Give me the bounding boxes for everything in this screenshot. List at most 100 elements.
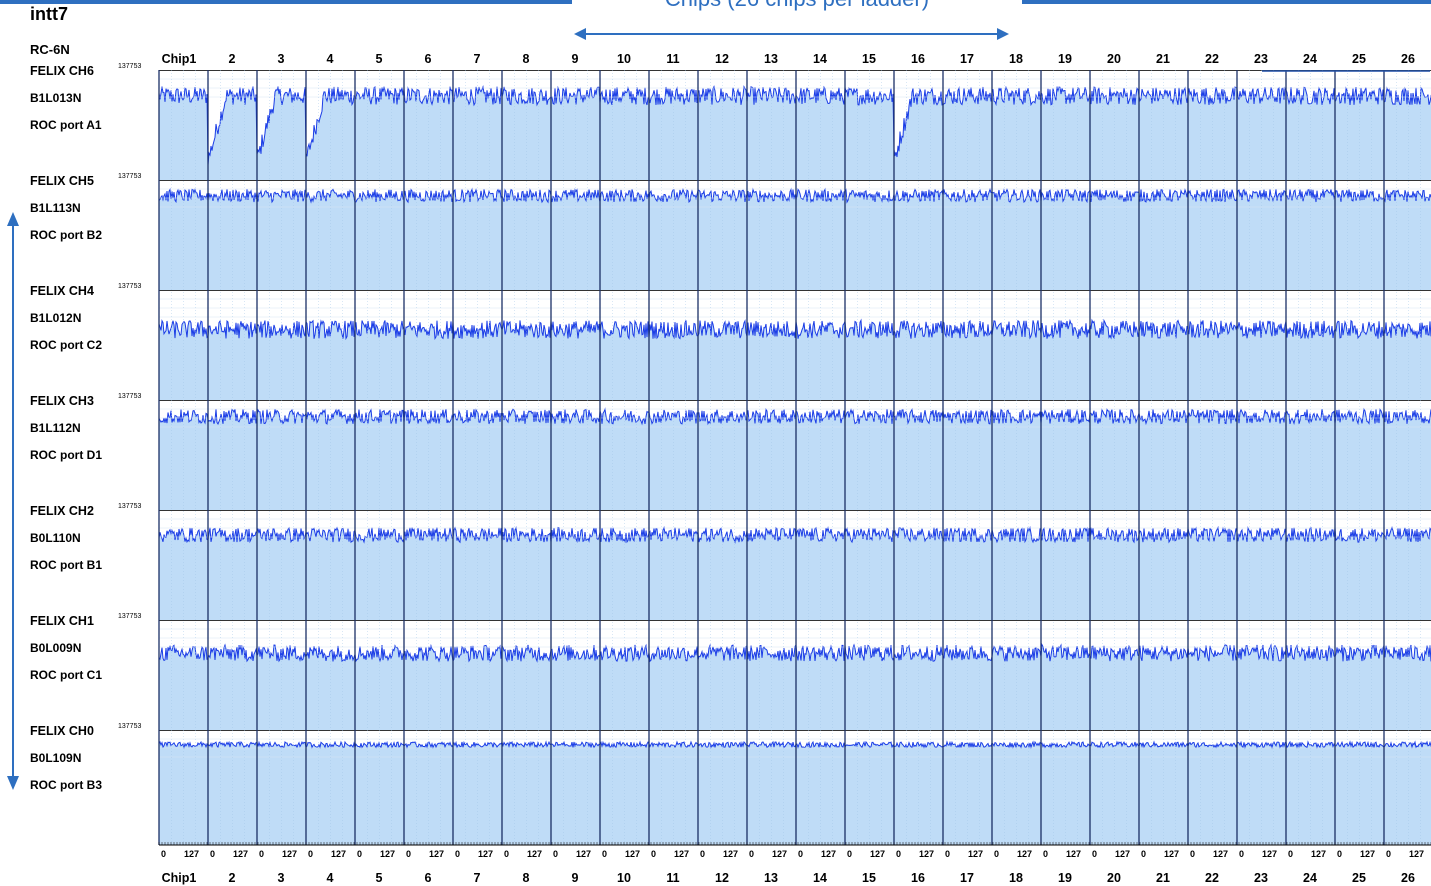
chip-header-top: 8 <box>523 52 530 66</box>
chip-header-bottom: 22 <box>1205 871 1219 885</box>
y-max-label: 137753 <box>118 173 142 180</box>
chip-header-bottom: 2 <box>229 871 236 885</box>
chip-header-bottom: 20 <box>1107 871 1121 885</box>
x-tick-label: 0 <box>651 849 656 859</box>
row-label-3: FELIX CH3 B1L112N ROC port D1 <box>30 394 102 475</box>
y-max-label: 137753 <box>118 393 142 400</box>
x-tick-label: 127 <box>968 849 983 859</box>
row-felix-label: FELIX CH2 <box>30 504 94 518</box>
y-max-label: 137753 <box>118 613 142 620</box>
row-label-1: FELIX CH5 B1L113N ROC port B2 <box>30 174 102 255</box>
row-felix-label: FELIX CH1 <box>30 614 94 628</box>
chip-header-top: 16 <box>911 52 925 66</box>
row-label-4: FELIX CH2 B0L110N ROC port B1 <box>30 504 102 585</box>
x-tick-label: 127 <box>1164 849 1179 859</box>
row-felix-label: FELIX CH4 <box>30 284 94 298</box>
x-tick-label: 127 <box>1360 849 1375 859</box>
row-ladder-label: B1L113N <box>30 201 81 215</box>
x-tick-label: 127 <box>1409 849 1424 859</box>
chip-header-bottom: 4 <box>327 871 334 885</box>
x-tick-label: 127 <box>331 849 346 859</box>
row-label-5: FELIX CH1 B0L009N ROC port C1 <box>30 614 102 695</box>
row-felix-label: FELIX CH3 <box>30 394 94 408</box>
x-tick-label: 127 <box>184 849 199 859</box>
row-ladder-label: B0L110N <box>30 531 81 545</box>
chip-header-bottom: 25 <box>1352 871 1366 885</box>
chip-header-bottom: 18 <box>1009 871 1023 885</box>
row-ladder-label: B1L012N <box>30 311 82 325</box>
x-tick-label: 0 <box>308 849 313 859</box>
x-tick-label: 0 <box>602 849 607 859</box>
x-tick-label: 0 <box>749 849 754 859</box>
x-tick-label: 127 <box>772 849 787 859</box>
x-tick-label: 127 <box>429 849 444 859</box>
x-tick-label: 0 <box>406 849 411 859</box>
vertical-arrow-top-head <box>7 212 19 226</box>
panel-white-area-0 <box>159 70 1431 165</box>
row-label-2: FELIX CH4 B1L012N ROC port C2 <box>30 284 102 365</box>
chip-header-bottom: 10 <box>617 871 631 885</box>
x-tick-label: 0 <box>700 849 705 859</box>
row-label-0: FELIX CH6 B1L013N ROC port A1 <box>30 64 102 145</box>
x-tick-label: 127 <box>527 849 542 859</box>
x-tick-label: 127 <box>1017 849 1032 859</box>
x-tick-label: 127 <box>1066 849 1081 859</box>
x-tick-label: 0 <box>504 849 509 859</box>
x-tick-label: 0 <box>798 849 803 859</box>
x-tick-label: 127 <box>1115 849 1130 859</box>
x-tick-label: 0 <box>210 849 215 859</box>
y-max-label: 137753 <box>118 283 142 290</box>
x-tick-label: 0 <box>945 849 950 859</box>
x-tick-label: 0 <box>1386 849 1391 859</box>
chip-header-bottom: 11 <box>666 871 679 885</box>
x-tick-label: 127 <box>674 849 689 859</box>
chip-header-top: 21 <box>1156 52 1170 66</box>
x-tick-label: 127 <box>478 849 493 859</box>
chip-header-top: 24 <box>1303 52 1317 66</box>
x-tick-label: 127 <box>380 849 395 859</box>
row-roc-port-label: ROC port A1 <box>30 118 102 132</box>
y-max-label: 137753 <box>118 503 142 510</box>
chips-annotation-title: Chips (26 chips per ladder) <box>572 0 1022 12</box>
row-felix-label: FELIX CH6 <box>30 64 94 78</box>
x-tick-label: 0 <box>1190 849 1195 859</box>
annotation-arrow-left-head <box>574 28 586 40</box>
x-tick-label: 0 <box>259 849 264 859</box>
chip-header-top: 17 <box>960 52 974 66</box>
x-tick-label: 127 <box>625 849 640 859</box>
x-tick-label: 0 <box>357 849 362 859</box>
row-roc-port-label: ROC port C2 <box>30 338 102 352</box>
row-roc-port-label: ROC port B3 <box>30 778 102 792</box>
chip-header-top: 4 <box>327 52 334 66</box>
chip-header-top: 14 <box>813 52 827 66</box>
y-max-label: 137753 <box>118 723 142 730</box>
x-tick-label: 0 <box>455 849 460 859</box>
chip-header-top: 22 <box>1205 52 1219 66</box>
x-tick-label: 127 <box>870 849 885 859</box>
chip-header-top: 18 <box>1009 52 1023 66</box>
panel-white-area-2 <box>159 290 1431 339</box>
rc-label: RC-6N <box>30 42 70 57</box>
chip-header-top: 5 <box>376 52 383 66</box>
chip-header-bottom: 8 <box>523 871 530 885</box>
chip-header-bottom: Chip1 <box>162 871 197 885</box>
chip-header-top: 7 <box>474 52 481 66</box>
x-tick-label: 127 <box>821 849 836 859</box>
chip-header-top: 10 <box>617 52 631 66</box>
chip-header-top: 26 <box>1401 52 1415 66</box>
x-tick-label: 127 <box>576 849 591 859</box>
x-tick-label: 127 <box>723 849 738 859</box>
chip-header-top: 3 <box>278 52 285 66</box>
x-tick-label: 127 <box>1213 849 1228 859</box>
chip-header-bottom: 12 <box>715 871 729 885</box>
x-tick-label: 0 <box>994 849 999 859</box>
row-roc-port-label: ROC port C1 <box>30 668 102 682</box>
chip-header-top: 19 <box>1058 52 1072 66</box>
y-max-label: 137753 <box>118 63 142 70</box>
row-felix-label: FELIX CH5 <box>30 174 94 188</box>
chip-header-bottom: 26 <box>1401 871 1415 885</box>
chip-header-top: 11 <box>666 52 679 66</box>
chip-header-bottom: 23 <box>1254 871 1268 885</box>
annotation-arrow-right-head <box>997 28 1009 40</box>
